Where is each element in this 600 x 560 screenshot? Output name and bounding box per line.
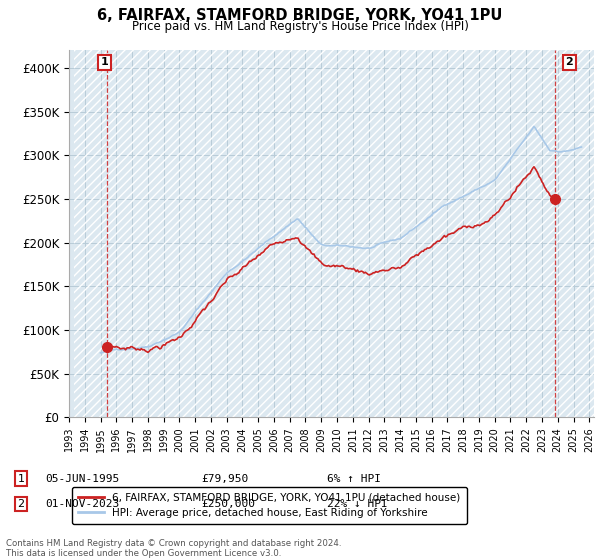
Text: 05-JUN-1995: 05-JUN-1995	[45, 474, 119, 484]
Text: Contains HM Land Registry data © Crown copyright and database right 2024.
This d: Contains HM Land Registry data © Crown c…	[6, 539, 341, 558]
Text: £250,000: £250,000	[201, 499, 255, 509]
Text: £79,950: £79,950	[201, 474, 248, 484]
Text: 2: 2	[565, 57, 573, 67]
Text: 22% ↓ HPI: 22% ↓ HPI	[327, 499, 388, 509]
Text: Price paid vs. HM Land Registry's House Price Index (HPI): Price paid vs. HM Land Registry's House …	[131, 20, 469, 33]
Text: 6% ↑ HPI: 6% ↑ HPI	[327, 474, 381, 484]
Text: 6, FAIRFAX, STAMFORD BRIDGE, YORK, YO41 1PU: 6, FAIRFAX, STAMFORD BRIDGE, YORK, YO41 …	[97, 8, 503, 24]
Text: 01-NOV-2023: 01-NOV-2023	[45, 499, 119, 509]
Text: 1: 1	[100, 57, 108, 67]
Text: 2: 2	[17, 499, 25, 509]
Text: 1: 1	[17, 474, 25, 484]
Legend: 6, FAIRFAX, STAMFORD BRIDGE, YORK, YO41 1PU (detached house), HPI: Average price: 6, FAIRFAX, STAMFORD BRIDGE, YORK, YO41 …	[71, 487, 467, 524]
